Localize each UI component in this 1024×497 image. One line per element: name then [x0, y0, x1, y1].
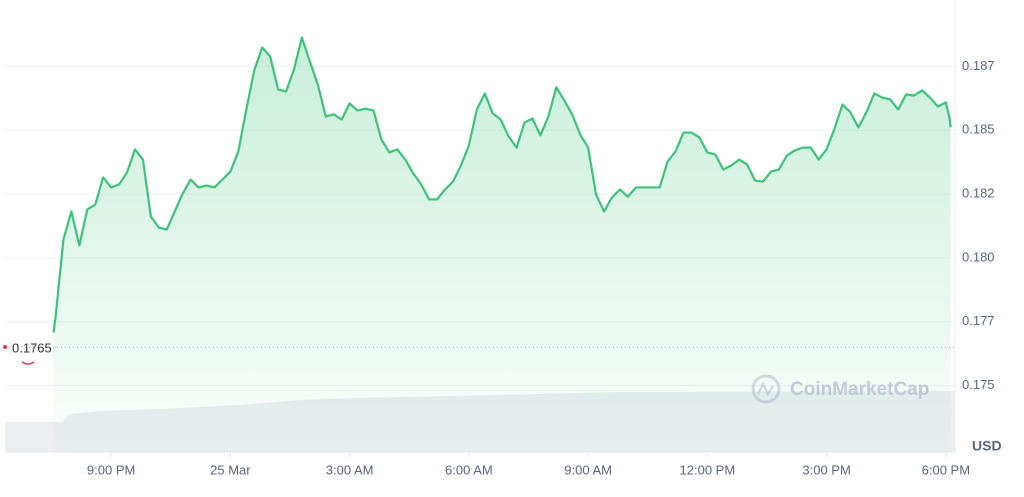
reference-marker [21, 361, 35, 365]
y-tick-label: 0.180 [962, 249, 995, 264]
watermark-logo [751, 374, 781, 404]
x-tick-label: 3:00 PM [802, 462, 850, 477]
x-tick-label: 6:00 AM [445, 462, 493, 477]
x-tick-label: 25 Mar [210, 462, 251, 477]
currency-label: USD [972, 438, 1002, 454]
y-tick-label: 0.177 [962, 313, 995, 328]
y-tick-label: 0.185 [962, 122, 995, 137]
y-tick-label: 0.182 [962, 186, 995, 201]
y-tick-label: 0.175 [962, 377, 995, 392]
reference-label: 0.1765 [12, 341, 52, 356]
area-fill [53, 37, 951, 452]
x-tick-label: 6:00 PM [922, 462, 970, 477]
reference-dot [3, 345, 7, 349]
x-tick-label: 9:00 PM [87, 462, 135, 477]
x-tick-label: 9:00 AM [564, 462, 612, 477]
watermark: CoinMarketCap [790, 379, 929, 400]
x-tick-label: 12:00 PM [680, 462, 736, 477]
x-tick-label: 3:00 AM [326, 462, 374, 477]
y-tick-label: 0.187 [962, 58, 995, 73]
plot [5, 36, 955, 452]
price-line [52, 36, 952, 333]
